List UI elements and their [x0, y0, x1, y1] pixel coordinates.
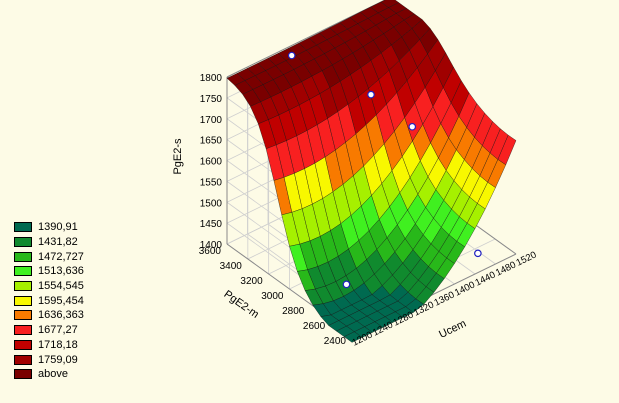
legend-swatch [14, 310, 32, 321]
z-tick-label: 1550 [200, 177, 223, 188]
data-point [342, 280, 351, 289]
legend-item: 1595,454 [14, 293, 84, 308]
legend-item: 1636,363 [14, 308, 84, 323]
legend-label: 1472,727 [38, 250, 84, 263]
x-tick-label: 1440 [473, 270, 497, 289]
legend-label: 1431,82 [38, 236, 78, 249]
y-tick-label: 3400 [220, 261, 243, 272]
legend-swatch [14, 325, 32, 336]
z-axis-title: PgE2-s [172, 138, 184, 175]
x-tick-label: 1360 [432, 290, 456, 309]
data-points [287, 51, 482, 289]
legend-swatch [14, 251, 32, 262]
x-tick-label: 1520 [514, 250, 538, 269]
data-point [474, 249, 482, 258]
z-tick-label: 1450 [200, 219, 223, 230]
y-axis-title: PgE2-m [221, 288, 260, 321]
y-tick-label: 2400 [324, 336, 347, 347]
data-point [367, 90, 375, 99]
z-tick-label: 1800 [200, 73, 223, 84]
y-tick-label: 3600 [199, 246, 222, 257]
legend-label: 1718,18 [38, 338, 78, 351]
legend-item: above [14, 367, 84, 382]
legend-item: 1554,545 [14, 279, 84, 294]
legend-swatch [14, 281, 32, 292]
legend-item: 1472,727 [14, 249, 84, 264]
legend-swatch [14, 237, 32, 248]
y-tick-label: 3000 [261, 291, 284, 302]
legend-label: 1759,09 [38, 353, 78, 366]
legend-swatch [14, 295, 32, 306]
z-tick-label: 1500 [200, 198, 223, 209]
legend-item: 1513,636 [14, 264, 84, 279]
z-tick-label: 1400 [200, 240, 223, 251]
legend-item: 1718,18 [14, 338, 84, 353]
legend-item: 1431,82 [14, 235, 84, 250]
y-tick-label: 2800 [282, 306, 305, 317]
x-axis-title: Ucem [437, 318, 468, 341]
legend-item: 1759,09 [14, 352, 84, 367]
data-point [287, 51, 296, 60]
y-tick-label: 2600 [303, 321, 326, 332]
legend-swatch [14, 354, 32, 365]
legend-swatch [14, 266, 32, 277]
legend-item: 1390,91 [14, 220, 84, 235]
legend-label: 1636,363 [38, 309, 84, 322]
legend-label: above [38, 368, 68, 381]
z-tick-label: 1600 [200, 157, 223, 168]
legend-swatch [14, 222, 32, 233]
x-tick-label: 1400 [453, 280, 477, 299]
z-tick-label: 1700 [200, 115, 223, 126]
legend-label: 1554,545 [38, 280, 84, 293]
legend: 1390,91 1431,82 1472,727 1513,636 1554,545 15… [14, 220, 84, 382]
z-tick-label: 1650 [200, 136, 223, 147]
legend-swatch [14, 339, 32, 350]
legend-item: 1677,27 [14, 323, 84, 338]
y-tick-label: 3200 [240, 276, 263, 287]
legend-label: 1390,91 [38, 221, 78, 234]
surface-cell [497, 134, 517, 166]
legend-swatch [14, 369, 32, 380]
z-tick-label: 1750 [200, 94, 223, 105]
x-tick-label: 1480 [494, 260, 518, 279]
surface-mesh [226, 0, 517, 343]
legend-label: 1513,636 [38, 265, 84, 278]
data-point [408, 122, 417, 131]
legend-label: 1677,27 [38, 324, 78, 337]
legend-label: 1595,454 [38, 294, 84, 307]
